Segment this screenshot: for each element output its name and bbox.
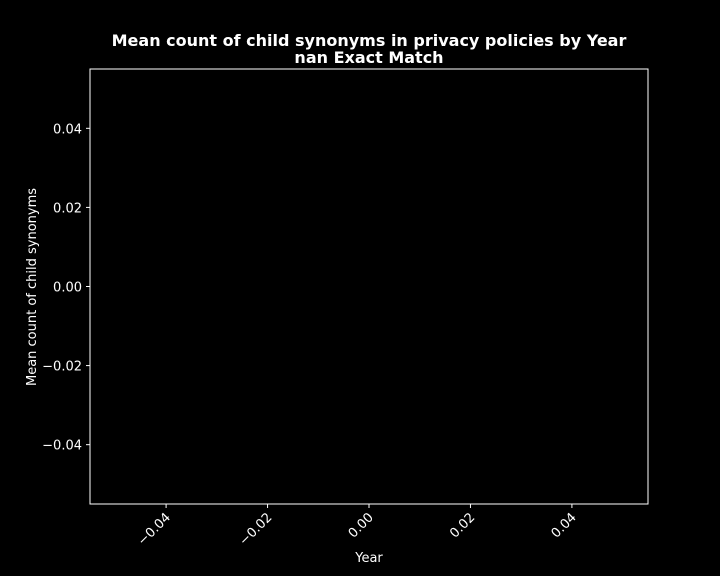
y-tick-label: 0.00 [53,281,82,296]
y-axis: 0.04 0.02 0.00 −0.02 −0.04 [42,122,90,454]
x-tick-label: 0.00 [346,510,377,541]
x-tick-label: −0.02 [237,510,276,549]
x-tick-label: 0.04 [549,510,580,541]
y-tick-label: −0.02 [42,360,82,375]
chart-subtitle: nan Exact Match [294,48,443,67]
x-axis-label: Year [354,551,383,566]
y-tick-label: 0.04 [53,122,82,137]
y-tick-label: −0.04 [42,439,82,454]
x-tick-label: −0.04 [135,510,174,549]
x-axis: −0.04 −0.02 0.00 0.02 0.04 [135,504,580,549]
y-tick-label: 0.02 [53,201,82,216]
plot-area-frame [89,68,649,505]
x-tick-label: 0.02 [447,510,478,541]
y-axis-label: Mean count of child synonyms [25,188,40,386]
chart-title: Mean count of child synonyms in privacy … [112,31,627,50]
